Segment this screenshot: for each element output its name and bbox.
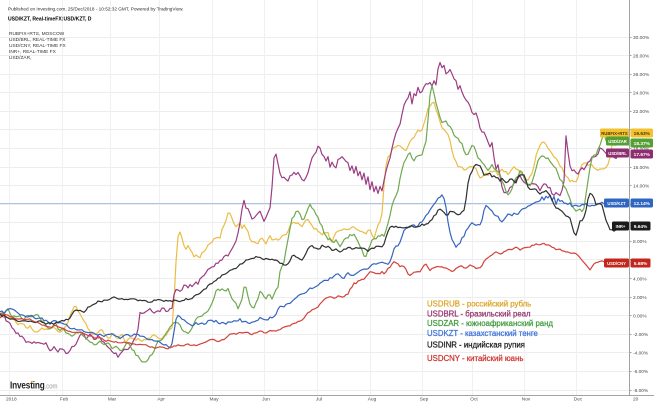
svg-text:Published on Investing.com, 25: Published on Investing.com, 25/Dec/2018 … [8, 7, 184, 12]
svg-text:2.00%: 2.00% [633, 295, 647, 301]
svg-text:16.00%: 16.00% [633, 165, 650, 171]
svg-text:28.00%: 28.00% [633, 53, 650, 59]
svg-text:USD/KZT: USD/KZT [607, 201, 626, 206]
svg-text:Sep: Sep [420, 397, 429, 403]
svg-text:-8.00%: -8.00% [633, 388, 649, 394]
svg-text:USD/CNY: USD/CNY [607, 261, 626, 266]
svg-text:18.00%: 18.00% [633, 146, 650, 152]
svg-text:-2.00%: -2.00% [633, 332, 649, 338]
svg-text:Feb: Feb [60, 397, 69, 403]
svg-text:USD/KZT, Real-timeFX:USD/KZT,: USD/KZT, Real-timeFX:USD/KZT, D [8, 17, 92, 23]
svg-text:USDRUB - российский рубль: USDRUB - российский рубль [427, 300, 531, 309]
svg-text:14.00%: 14.00% [633, 183, 650, 189]
svg-text:USD/CNY, REAL-TIME FX: USD/CNY, REAL-TIME FX [9, 43, 66, 49]
svg-text:24.00%: 24.00% [633, 91, 650, 97]
svg-text:0.00%: 0.00% [633, 314, 647, 320]
svg-text:USD/BRL, REAL-TIME FX: USD/BRL, REAL-TIME FX [9, 37, 66, 43]
svg-text:-6.00%: -6.00% [633, 369, 649, 375]
svg-text:USDKZT - казахстанский тенге: USDKZT - казахстанский тенге [427, 329, 538, 338]
svg-text:-4.00%: -4.00% [633, 351, 649, 357]
svg-text:Oct: Oct [470, 397, 478, 403]
svg-text:12.14%: 12.14% [634, 201, 651, 207]
svg-text:May: May [209, 397, 219, 403]
svg-text:RUBFIX+RTS, MOSCOW: RUBFIX+RTS, MOSCOW [9, 31, 65, 37]
svg-text:USDZAR - южноафриканский ранд: USDZAR - южноафриканский ранд [427, 319, 553, 328]
svg-text:19.63%: 19.63% [634, 131, 651, 137]
svg-text:Aug: Aug [368, 397, 377, 403]
svg-text:17.67%: 17.67% [634, 152, 651, 158]
svg-text:INR+: INR+ [616, 224, 626, 229]
svg-text:RUBFIX+RTS: RUBFIX+RTS [601, 131, 628, 136]
svg-text:Apr: Apr [157, 397, 165, 403]
svg-text:USDBRL - бразильский реал: USDBRL - бразильский реал [427, 309, 531, 318]
svg-text:Jul: Jul [316, 397, 322, 403]
svg-text:18.37%: 18.37% [634, 141, 651, 147]
svg-text:4.00%: 4.00% [633, 276, 647, 282]
svg-text:Nov: Nov [522, 397, 531, 403]
svg-text:22.00%: 22.00% [633, 109, 650, 115]
svg-text:5.68%: 5.68% [634, 261, 648, 267]
svg-text:Dec: Dec [574, 397, 583, 403]
svg-text:INR+, REAL-TIME FX: INR+, REAL-TIME FX [9, 49, 57, 55]
svg-text:2018: 2018 [6, 397, 17, 403]
svg-text:30.00%: 30.00% [633, 35, 650, 41]
svg-text:USDINR - индийская рупия: USDINR - индийская рупия [427, 340, 525, 349]
svg-text:Jun: Jun [262, 397, 270, 403]
svg-text:26.00%: 26.00% [633, 72, 650, 78]
svg-text:Investing.com: Investing.com [10, 380, 58, 391]
svg-text:Mar: Mar [108, 397, 117, 403]
svg-text:USD/ZAR: USD/ZAR [608, 139, 627, 144]
svg-text:USDCNY - китайский юань: USDCNY - китайский юань [427, 354, 523, 363]
svg-text:20: 20 [633, 397, 639, 403]
svg-text:9.64%: 9.64% [634, 224, 648, 230]
svg-text:USD/BRL: USD/BRL [608, 151, 627, 156]
svg-text:USD/ZAR,: USD/ZAR, [9, 55, 31, 61]
svg-text:8.00%: 8.00% [633, 239, 647, 245]
